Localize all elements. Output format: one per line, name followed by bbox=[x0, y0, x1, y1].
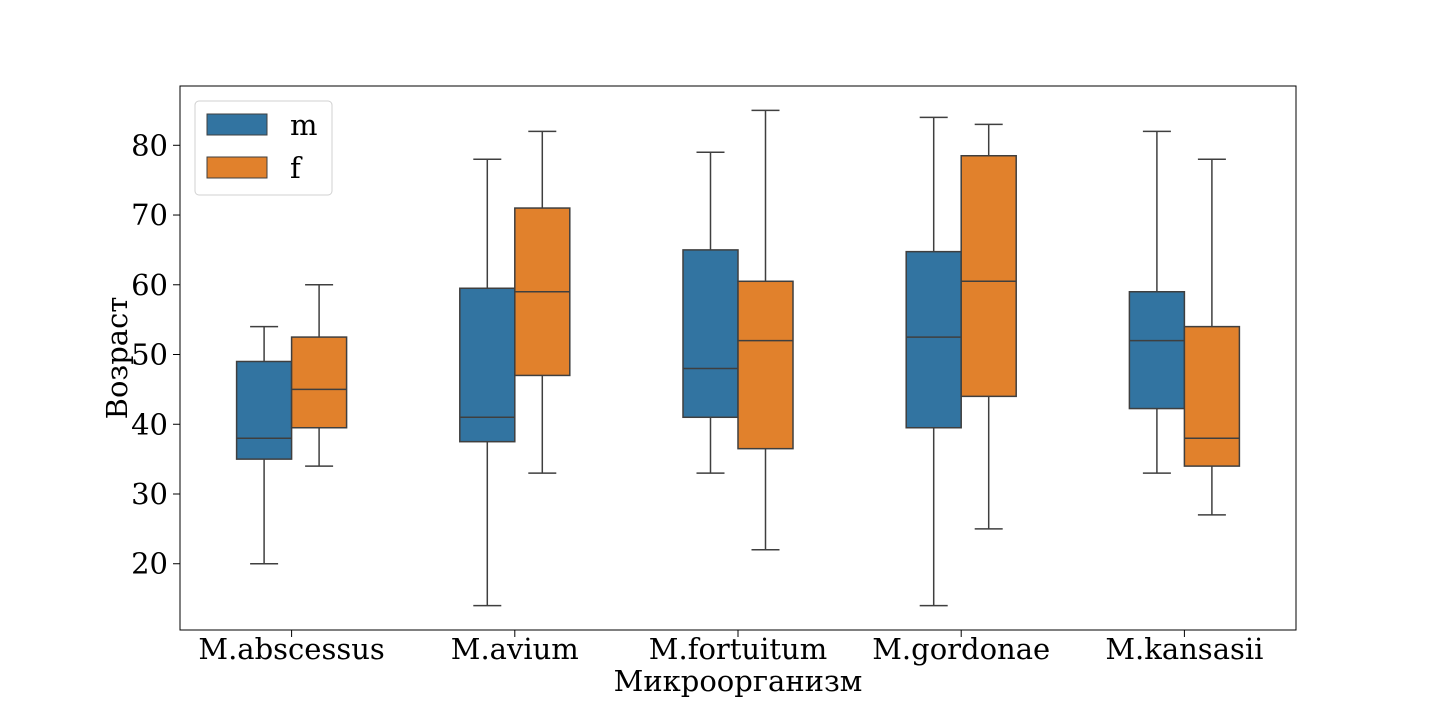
y-tick-label: 80 bbox=[131, 128, 168, 162]
y-tick-label: 20 bbox=[131, 547, 168, 581]
box-iqr bbox=[737, 280, 794, 450]
box-f-M.fortuitum bbox=[737, 109, 794, 551]
y-tick-label: 70 bbox=[131, 198, 168, 232]
y-axis-ticks: 20 30 40 50 60 70 80 bbox=[131, 128, 180, 581]
box-m-M.fortuitum bbox=[682, 151, 739, 474]
x-tick-label: M.gordonae bbox=[872, 632, 1050, 666]
box-m-M.kansasii bbox=[1128, 130, 1186, 474]
x-tick-label: M.abscessus bbox=[198, 632, 384, 666]
box-iqr bbox=[1128, 290, 1186, 410]
x-axis-label: Микроорганизм bbox=[614, 664, 863, 698]
box-iqr bbox=[235, 360, 293, 460]
box-m-M.abscessus bbox=[235, 325, 293, 565]
y-tick-label: 40 bbox=[131, 407, 168, 441]
box-f-M.avium bbox=[514, 130, 571, 474]
box-iqr bbox=[682, 249, 739, 419]
box-iqr bbox=[290, 336, 348, 429]
y-tick-label: 50 bbox=[131, 338, 168, 372]
legend-swatch-m bbox=[206, 113, 268, 136]
y-axis-label: Возраст bbox=[100, 297, 134, 420]
legend: m f bbox=[194, 100, 333, 196]
box-iqr bbox=[905, 250, 962, 429]
legend-label-m: m bbox=[290, 108, 318, 142]
y-tick-label: 30 bbox=[131, 477, 168, 511]
box-iqr bbox=[1183, 325, 1241, 467]
box-f-M.abscessus bbox=[290, 284, 348, 467]
box-f-M.kansasii bbox=[1183, 158, 1241, 516]
box-iqr bbox=[459, 287, 516, 443]
legend-swatch-f bbox=[206, 156, 268, 179]
box-iqr bbox=[960, 154, 1017, 398]
x-tick-label: M.kansasii bbox=[1105, 632, 1263, 666]
y-tick-label: 60 bbox=[131, 268, 168, 302]
box-m-M.avium bbox=[459, 158, 516, 607]
x-tick-label: M.fortuitum bbox=[649, 632, 827, 666]
plot-frame bbox=[179, 85, 1297, 631]
legend-label-f: f bbox=[290, 151, 303, 185]
x-axis-ticks: M.abscessus M.avium M.fortuitum M.gordonae M… bbox=[198, 630, 1263, 666]
boxes-layer bbox=[235, 109, 1241, 607]
box-m-M.gordonae bbox=[905, 116, 962, 607]
box-f-M.gordonae bbox=[960, 123, 1017, 530]
x-tick-label: M.avium bbox=[451, 632, 579, 666]
